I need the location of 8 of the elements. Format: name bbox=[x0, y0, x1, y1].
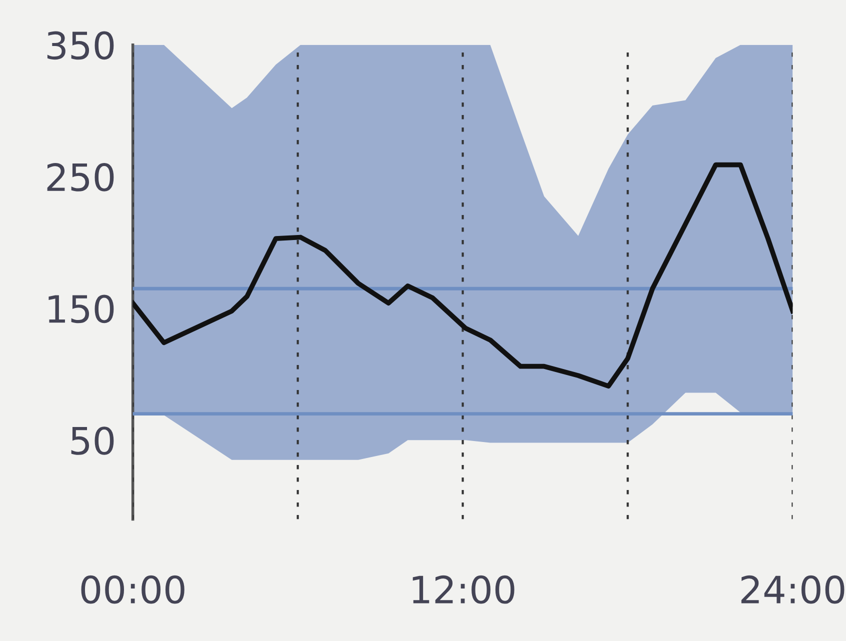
x-tick-label: 24:00 bbox=[741, 575, 844, 604]
x-tick-label: 00:00 bbox=[81, 575, 184, 604]
line-series bbox=[132, 162, 793, 389]
y-tick-label: 350 bbox=[47, 31, 114, 60]
y-tick-label: 150 bbox=[48, 294, 114, 324]
y-tick-label: 250 bbox=[47, 163, 114, 192]
x-tick-label: 12:00 bbox=[412, 575, 514, 604]
y-tick-label: 50 bbox=[71, 426, 114, 455]
